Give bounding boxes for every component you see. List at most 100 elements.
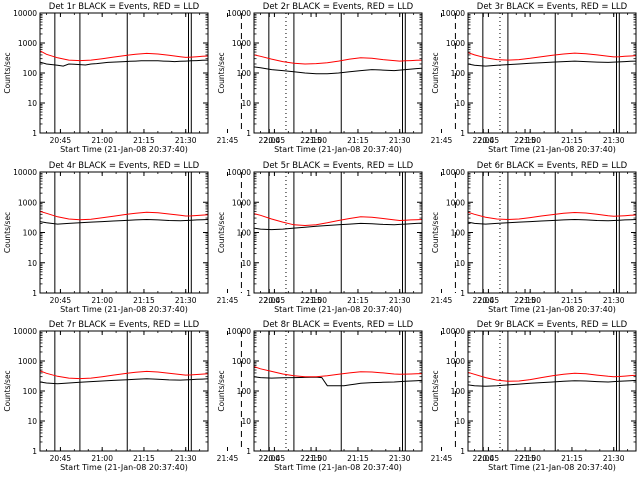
y-tick-label: 10 <box>455 417 465 426</box>
series-line-events <box>40 218 208 225</box>
x-axis-label: Start Time (21-Jan-08 20:37:40) <box>60 145 188 154</box>
x-tick-label: 21:15 <box>561 454 583 463</box>
detector-panel-2: Det 2r BLACK = Events, RED = LLD Start Ti… <box>217 2 536 154</box>
series-line-events <box>254 222 422 231</box>
x-tick-label: 20:45 <box>478 296 500 305</box>
x-tick-label: 22:15 <box>514 454 536 463</box>
x-tick-label: 22:00 <box>472 296 494 305</box>
y-axis-label: Counts/sec <box>3 212 12 253</box>
series-line-lld <box>40 210 208 221</box>
x-tick-label: 21:30 <box>603 296 625 305</box>
series-line-lld <box>468 371 636 382</box>
x-tick-label: 21:45 <box>217 136 239 145</box>
panel-title: Det 1r BLACK = Events, RED = LLD <box>49 2 200 12</box>
y-tick-label: 1000 <box>446 357 465 366</box>
x-tick-label: 21:15 <box>133 296 155 305</box>
x-axis-label: Start Time (21-Jan-08 20:37:40) <box>274 463 402 472</box>
plot-frame <box>253 330 423 452</box>
y-tick-label: 10000 <box>13 327 37 336</box>
series-line-lld <box>254 213 422 227</box>
y-tick-label: 10 <box>27 417 37 426</box>
detector-panel-6: Det 6r BLACK = Events, RED = LLD Start Ti… <box>431 161 637 314</box>
y-axis-label: Counts/sec <box>217 370 226 411</box>
x-tick-label: 21:00 <box>305 136 327 145</box>
y-tick-label: 10000 <box>13 168 37 177</box>
x-tick-label: 21:45 <box>217 296 239 305</box>
y-axis-label: Counts/sec <box>3 370 12 411</box>
x-tick-label: 21:30 <box>603 454 625 463</box>
y-tick-label: 10 <box>241 99 251 108</box>
x-tick-label: 22:00 <box>472 136 494 145</box>
y-tick-label: 10 <box>455 99 465 108</box>
y-tick-label: 1 <box>32 129 37 138</box>
detector-panel-4: Det 4r BLACK = Events, RED = LLD Start Ti… <box>3 161 322 314</box>
x-tick-label: 21:30 <box>175 296 197 305</box>
plot-frame <box>467 171 637 294</box>
y-tick-label: 10000 <box>441 9 465 18</box>
x-tick-label: 20:45 <box>50 136 72 145</box>
x-tick-label: 20:45 <box>478 136 500 145</box>
y-tick-label: 1000 <box>18 39 37 48</box>
series-line-lld <box>468 52 636 61</box>
x-tick-label: 21:00 <box>519 296 541 305</box>
x-tick-label: 21:00 <box>91 136 113 145</box>
series-line-lld <box>254 54 422 65</box>
x-tick-label: 21:30 <box>603 136 625 145</box>
y-tick-label: 1 <box>246 447 251 456</box>
y-tick-label: 1000 <box>18 198 37 207</box>
panel-title: Det 9r BLACK = Events, RED = LLD <box>477 320 628 330</box>
x-axis-label: Start Time (21-Jan-08 20:37:40) <box>60 463 188 472</box>
y-tick-label: 100 <box>23 69 38 78</box>
x-tick-label: 21:45 <box>217 454 239 463</box>
detector-panel-3: Det 3r BLACK = Events, RED = LLD Start Ti… <box>431 2 637 154</box>
x-tick-label: 21:30 <box>389 136 411 145</box>
y-tick-label: 1 <box>460 129 465 138</box>
x-tick-label: 20:45 <box>50 454 72 463</box>
y-tick-label: 100 <box>23 387 38 396</box>
x-tick-label: 21:30 <box>175 454 197 463</box>
y-tick-label: 1000 <box>446 39 465 48</box>
y-axis-label: Counts/sec <box>3 52 12 93</box>
series-line-lld <box>40 370 208 380</box>
series-line-events <box>40 378 208 385</box>
y-tick-label: 1 <box>246 129 251 138</box>
x-tick-label: 20:45 <box>478 454 500 463</box>
detector-panel-5: Det 5r BLACK = Events, RED = LLD Start Ti… <box>217 161 536 314</box>
panel-title: Det 8r BLACK = Events, RED = LLD <box>263 320 414 330</box>
y-tick-label: 100 <box>451 387 466 396</box>
x-axis-label: Start Time (21-Jan-08 20:37:40) <box>488 463 616 472</box>
x-tick-label: 22:00 <box>258 296 280 305</box>
panel-title: Det 3r BLACK = Events, RED = LLD <box>477 2 628 12</box>
x-tick-label: 21:45 <box>431 296 453 305</box>
y-tick-label: 10000 <box>441 168 465 177</box>
x-tick-label: 21:15 <box>347 454 369 463</box>
y-tick-label: 100 <box>451 229 466 238</box>
x-tick-label: 22:00 <box>258 136 280 145</box>
detector-panel-1: Det 1r BLACK = Events, RED = LLD Start Ti… <box>3 2 322 154</box>
plot-frame <box>39 171 209 294</box>
y-tick-label: 100 <box>237 69 252 78</box>
detector-panel-7: Det 7r BLACK = Events, RED = LLD Start Ti… <box>3 320 322 472</box>
x-tick-label: 21:45 <box>431 454 453 463</box>
y-axis-label: Counts/sec <box>431 52 440 93</box>
series-line-lld <box>254 366 422 378</box>
y-tick-label: 10 <box>241 259 251 268</box>
x-tick-label: 22:15 <box>300 136 322 145</box>
x-tick-label: 20:45 <box>264 454 286 463</box>
x-tick-label: 21:15 <box>561 296 583 305</box>
plot-frame <box>39 330 209 452</box>
y-tick-label: 10000 <box>227 9 251 18</box>
x-tick-label: 22:15 <box>300 296 322 305</box>
x-tick-label: 22:15 <box>514 136 536 145</box>
y-tick-label: 100 <box>237 387 252 396</box>
x-tick-label: 22:15 <box>514 296 536 305</box>
y-axis-label: Counts/sec <box>431 370 440 411</box>
x-tick-label: 20:45 <box>264 296 286 305</box>
series-line-events <box>468 218 636 225</box>
panel-title: Det 6r BLACK = Events, RED = LLD <box>477 161 628 171</box>
y-tick-label: 1000 <box>18 357 37 366</box>
y-tick-label: 10000 <box>441 327 465 336</box>
y-tick-label: 1000 <box>232 198 251 207</box>
plot-frame <box>253 12 423 134</box>
